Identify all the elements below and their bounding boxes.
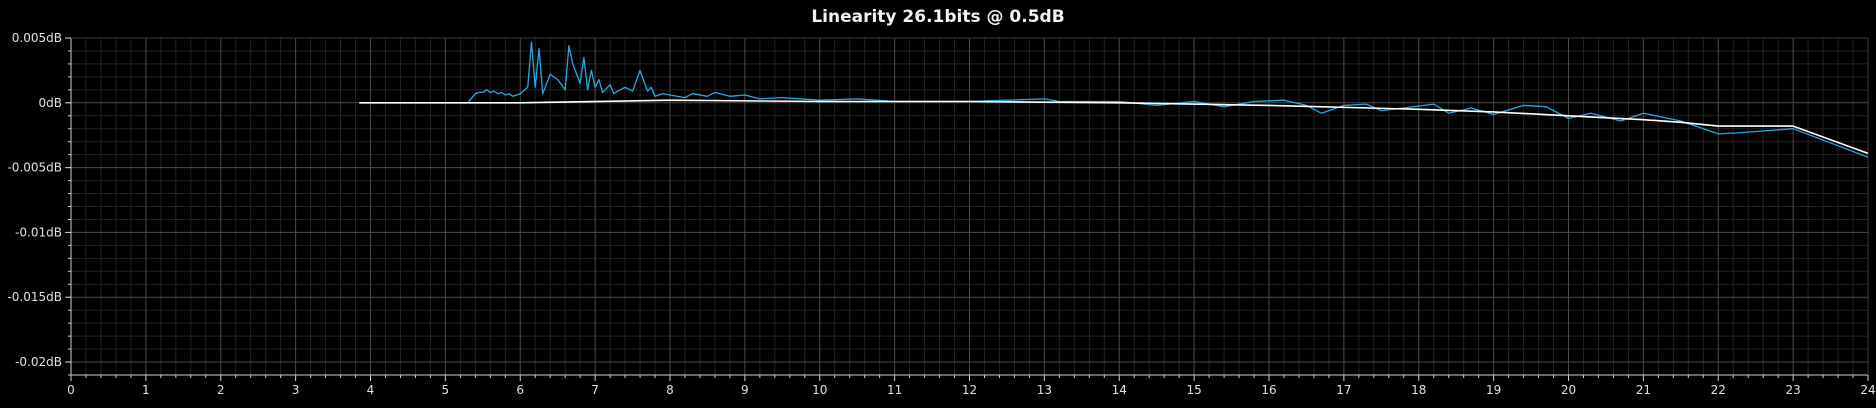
x-tick-label: 23 xyxy=(1785,383,1800,397)
y-tick-label: -0.01dB xyxy=(15,225,62,239)
series-layer xyxy=(359,41,1869,158)
x-tick-label: 0 xyxy=(67,383,75,397)
x-tick-label: 4 xyxy=(367,383,375,397)
x-tick-label: 16 xyxy=(1261,383,1276,397)
x-tick-label: 21 xyxy=(1636,383,1651,397)
y-tick-label: -0.005dB xyxy=(7,161,62,175)
x-tick-label: 22 xyxy=(1711,383,1726,397)
x-tick-label: 1 xyxy=(142,383,150,397)
x-tick-label: 8 xyxy=(666,383,674,397)
x-tick-label: 20 xyxy=(1561,383,1576,397)
x-tick-label: 3 xyxy=(292,383,300,397)
x-tick-label: 2 xyxy=(217,383,225,397)
x-tick-label: 10 xyxy=(812,383,827,397)
y-tick-label: 0.005dB xyxy=(12,31,62,45)
x-tick-label: 12 xyxy=(962,383,977,397)
x-tick-label: 15 xyxy=(1186,383,1201,397)
x-tick-label: 19 xyxy=(1486,383,1501,397)
chart-title: Linearity 26.1bits @ 0.5dB xyxy=(811,7,1065,27)
tick-labels: 0 1 2 3 4 5 6 7 8 9 10 11 12 13 14 15 16 17 18 19 20 21 22 23 24… xyxy=(7,31,1875,397)
x-tick-label: 18 xyxy=(1411,383,1426,397)
x-tick-label: 14 xyxy=(1112,383,1127,397)
x-tick-label: 5 xyxy=(442,383,450,397)
x-tick-label: 13 xyxy=(1037,383,1052,397)
axes xyxy=(65,37,1869,381)
x-tick-label: 6 xyxy=(516,383,524,397)
fit-series-line xyxy=(359,99,1869,155)
y-tick-label: 0dB xyxy=(39,96,62,110)
x-tick-label: 24 xyxy=(1860,383,1875,397)
y-tick-label: -0.015dB xyxy=(7,290,62,304)
x-tick-label: 7 xyxy=(591,383,599,397)
x-tick-label: 11 xyxy=(887,383,902,397)
x-tick-label: 17 xyxy=(1336,383,1351,397)
x-tick-label: 9 xyxy=(741,383,749,397)
y-tick-label: -0.02dB xyxy=(15,355,62,369)
measured-series-line xyxy=(359,41,1869,158)
